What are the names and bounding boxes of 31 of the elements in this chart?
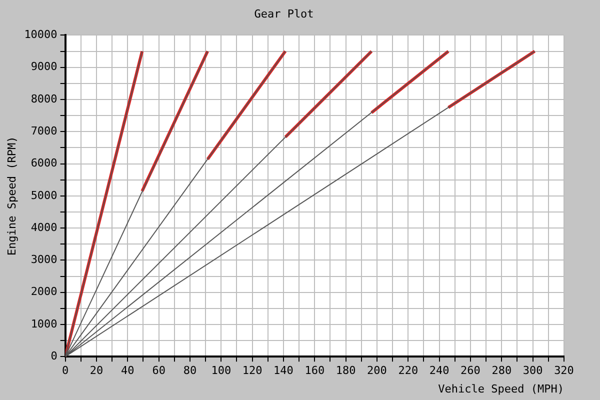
y-tick-label: 6000 (30, 156, 58, 170)
x-tick-label: 320 (554, 364, 574, 378)
x-tick-label: 100 (211, 364, 232, 378)
y-axis-title: Engine Speed (RPM) (5, 136, 18, 256)
x-tick-label: 180 (336, 364, 356, 378)
y-tick-label: 2000 (30, 285, 58, 298)
y-tick-label: 4000 (30, 220, 58, 234)
x-tick-label: 40 (121, 364, 134, 378)
x-tick-label: 280 (492, 364, 512, 378)
y-tick-label: 0 (50, 349, 58, 362)
x-tick-label: 120 (242, 364, 262, 378)
x-tick-label: 200 (367, 364, 387, 378)
x-tick-label: 80 (183, 364, 197, 378)
y-tick-label: 9000 (30, 60, 58, 74)
y-tick-label: 8000 (30, 92, 58, 106)
y-tick-label: 3000 (30, 253, 58, 266)
chart-title: Gear Plot (254, 7, 314, 20)
x-tick-label: 0 (62, 364, 69, 378)
x-tick-label: 260 (460, 364, 480, 378)
x-tick-label: 20 (90, 364, 104, 378)
x-tick-label: 60 (152, 364, 166, 378)
x-axis-title: Vehicle Speed (MPH) (438, 382, 564, 396)
x-tick-label: 240 (429, 364, 450, 378)
x-tick-label: 300 (522, 364, 543, 378)
y-tick-label: 7000 (30, 124, 58, 138)
y-tick-label: 1000 (30, 317, 58, 330)
y-tick-label: 5000 (30, 188, 58, 202)
x-tick-label: 160 (304, 364, 325, 378)
x-tick-label: 140 (274, 364, 294, 378)
y-tick-label: 10000 (24, 28, 58, 42)
x-tick-label: 220 (398, 364, 418, 378)
